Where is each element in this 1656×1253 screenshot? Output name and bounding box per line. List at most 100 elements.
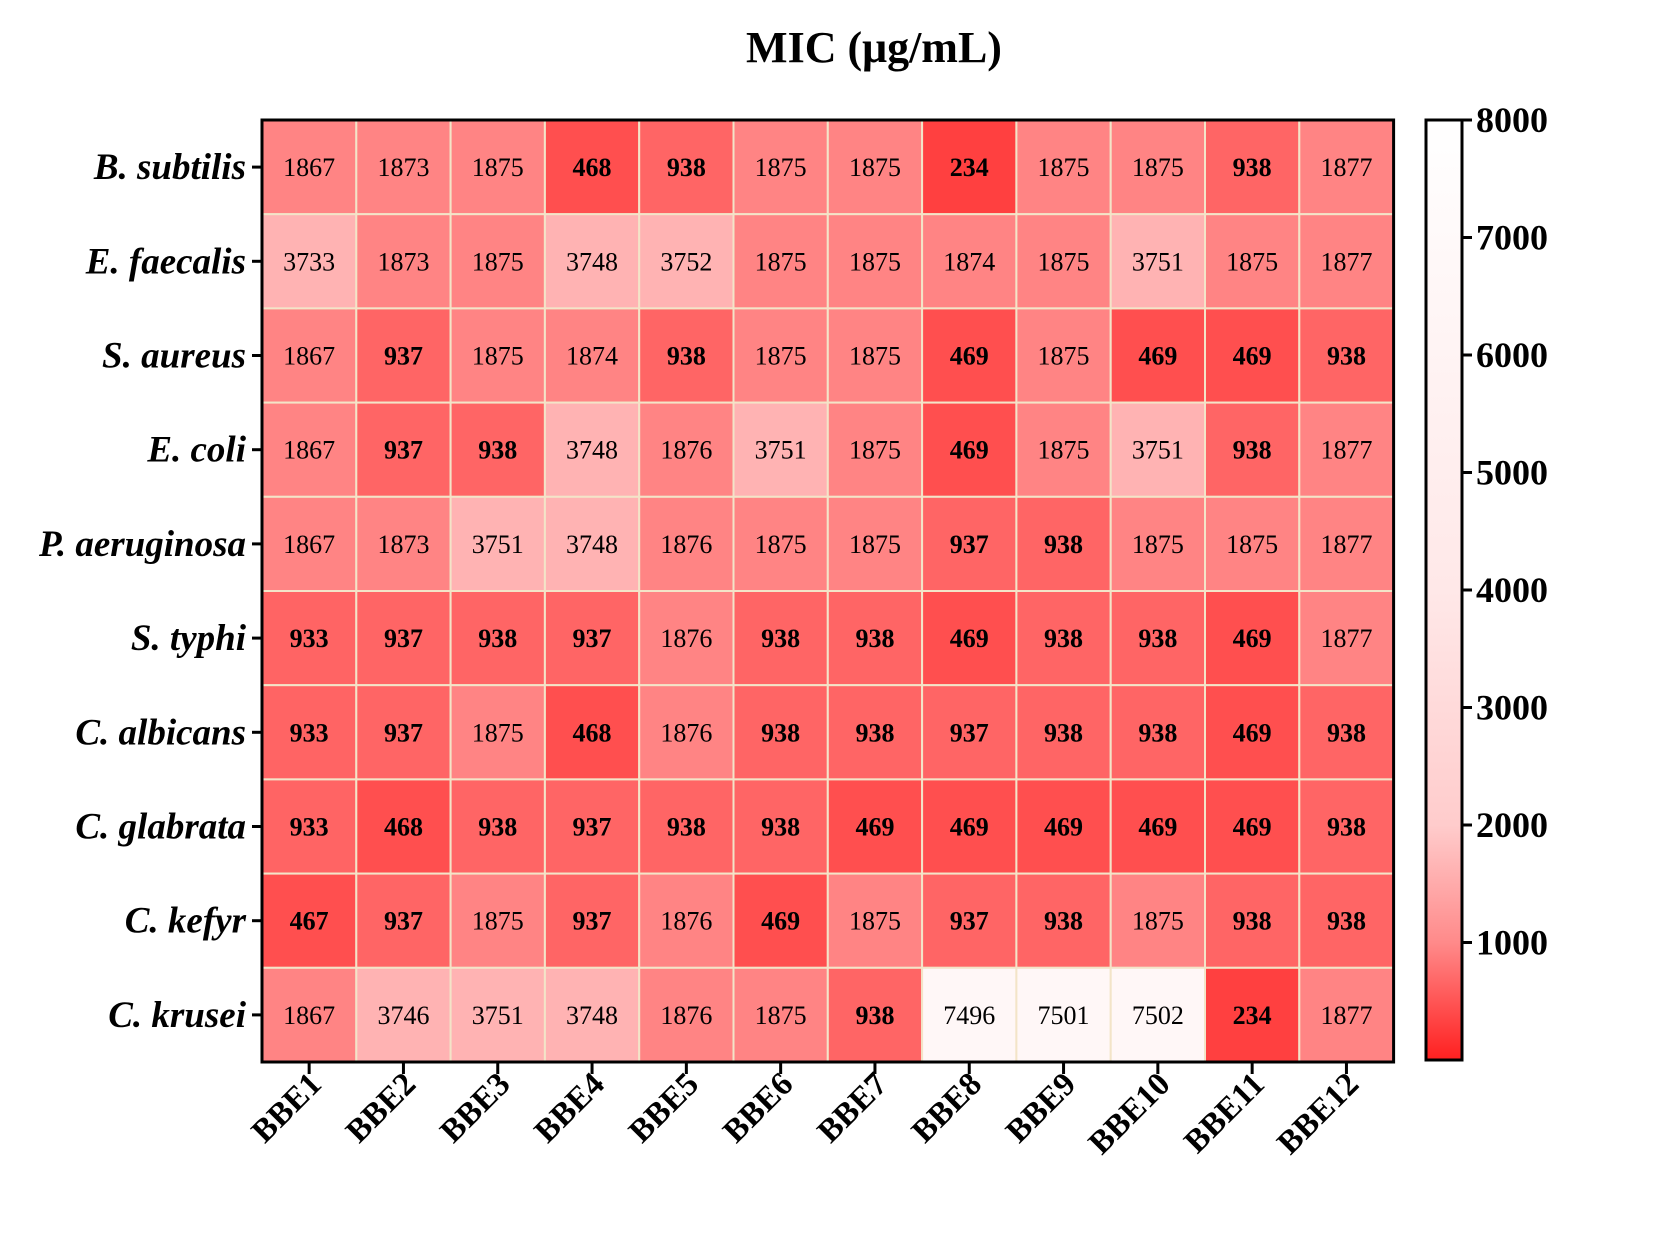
heatmap-cell [355,119,452,216]
cell-value-label: 3748 [566,247,618,276]
colorbar-tick-label: 6000 [1476,335,1548,375]
colorbar [1424,118,1464,1062]
heatmap-cell [826,966,924,1063]
column-label: BBE2 [339,1066,423,1150]
colorbar-tick-label: 3000 [1476,688,1548,728]
cell-value-label: 938 [1233,436,1272,465]
heatmap-cell [638,684,735,781]
row-label: P. aeruginosa [38,524,246,565]
heatmap-cell [921,213,1018,310]
cell-value-label: 938 [667,153,706,182]
heatmap-cell [1204,778,1301,875]
cell-value-label: 7501 [1038,1001,1090,1030]
cell-value-label: 938 [855,624,894,653]
cell-value-label: 937 [950,907,989,936]
row-label: C. glabrata [75,807,246,848]
row-label: E. coli [146,430,246,471]
cell-value-label: 938 [855,1001,894,1030]
colorbar-tick-label: 5000 [1476,453,1548,493]
cell-value-label: 469 [761,907,800,936]
cell-value-label: 938 [667,342,706,371]
cell-value-label: 938 [1138,718,1177,747]
heatmap-cell [1204,966,1301,1063]
cell-value-label: 933 [290,813,329,842]
cell-value-label: 937 [950,530,989,559]
cell-value-label: 469 [855,813,894,842]
cell-value-label: 469 [950,436,989,465]
heatmap-cell [1204,872,1301,969]
column-label: BBE9 [999,1066,1083,1150]
cell-value-label: 469 [1233,624,1272,653]
cell-value-label: 1867 [283,530,335,559]
heatmap-cell [449,401,546,498]
heatmap-cell [1109,119,1206,216]
cell-value-label: 1867 [283,153,335,182]
cell-value-label: 1877 [1320,247,1372,276]
heatmap-cell [1204,401,1301,498]
colorbar-tick-label: 1000 [1476,923,1548,963]
cell-value-label: 938 [761,813,800,842]
heatmap-cell [826,590,924,687]
cell-value-label: 1877 [1320,624,1372,653]
cell-value-label: 469 [1138,813,1177,842]
heatmap-cell [732,401,829,498]
heatmap-cell [1298,684,1395,781]
cell-value-label: 938 [761,718,800,747]
heatmap-cell [921,590,1018,687]
cell-value-label: 1875 [472,247,524,276]
heatmap-cell [732,872,829,969]
colorbar-tick-label: 4000 [1476,570,1548,610]
chart-title: MIC (μg/mL) [746,23,1002,72]
cell-value-label: 938 [761,624,800,653]
row-labels: B. subtilis E. faecalis S. aureus E. coli P.… [38,147,262,1036]
cell-value-label: 3751 [755,436,807,465]
row-label: C. albicans [75,712,246,753]
cell-value-label: 933 [290,718,329,747]
cell-value-label: 938 [1044,624,1083,653]
heatmap-cell [732,213,829,310]
cell-value-label: 938 [855,718,894,747]
heatmap-cell [826,495,924,592]
heatmap-cell [1298,590,1395,687]
column-label: BBE5 [622,1066,706,1150]
row-label: C. krusei [108,995,246,1036]
heatmap-cell [261,495,358,592]
cell-value-label: 234 [950,153,989,182]
cell-value-label: 938 [478,436,517,465]
cell-value-label: 1875 [849,530,901,559]
row-label: S. typhi [131,618,247,659]
cell-value-label: 1875 [755,530,807,559]
cell-value-label: 1876 [660,436,712,465]
cell-value-label: 469 [950,813,989,842]
column-label: BBE1 [245,1066,329,1150]
heatmap-cell [826,778,924,875]
cell-value-label: 1867 [283,342,335,371]
cell-value-label: 1875 [849,436,901,465]
cell-value-label: 938 [1138,624,1177,653]
cell-value-label: 469 [1044,813,1083,842]
cell-value-label: 3751 [472,1001,524,1030]
heatmap-cell [1298,778,1395,875]
heatmap-cell [1109,966,1206,1063]
cell-value-label: 1877 [1320,1001,1372,1030]
cell-value-label: 938 [1044,530,1083,559]
heatmap-cell [826,213,924,310]
cell-value-label: 937 [573,813,612,842]
cell-value-label: 1875 [755,153,807,182]
cell-value-label: 1867 [283,436,335,465]
cell-value-label: 938 [1233,153,1272,182]
heatmap-cell [1298,307,1395,404]
row-label: S. aureus [102,336,246,377]
heatmap-cell [449,307,546,404]
heatmap-cell [543,872,641,969]
cell-value-label: 1875 [1038,153,1090,182]
heatmap-cell [1109,684,1206,781]
heatmap-cell [261,119,358,216]
cell-value-label: 1877 [1320,436,1372,465]
cell-value-label: 937 [573,907,612,936]
cell-value-label: 1875 [1132,153,1184,182]
cell-value-label: 1875 [755,342,807,371]
column-label: BBE10 [1082,1066,1177,1161]
heatmap-cell [355,872,452,969]
